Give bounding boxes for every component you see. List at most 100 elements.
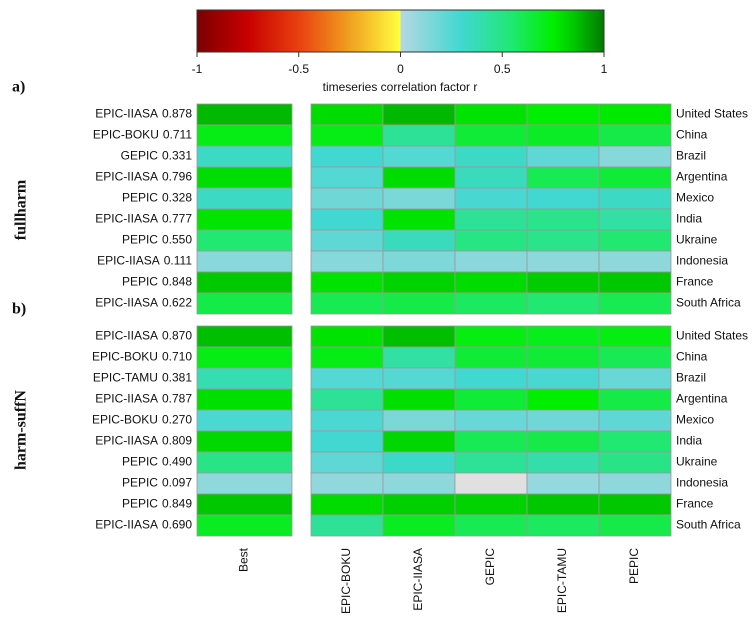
heat-cell xyxy=(526,208,600,231)
best-label: EPIC-IIASA 0.777 xyxy=(95,212,192,226)
heat-cell xyxy=(598,430,672,453)
column-label: EPIC-TAMU xyxy=(555,548,569,613)
column-label: EPIC-BOKU xyxy=(339,548,353,614)
heat-cell xyxy=(196,271,293,294)
heat-cell xyxy=(598,229,672,252)
best-value: 0.270 xyxy=(162,413,192,427)
best-label: PEPIC 0.328 xyxy=(122,191,192,205)
heat-cell xyxy=(310,145,384,168)
heat-cell xyxy=(382,187,456,210)
row-label: Indonesia xyxy=(676,476,728,490)
heat-cell xyxy=(196,187,293,210)
best-model: GEPIC xyxy=(121,149,159,163)
heat-cell xyxy=(310,451,384,474)
heat-cell xyxy=(454,124,528,147)
heat-cell xyxy=(454,430,528,453)
best-label: EPIC-IIASA 0.809 xyxy=(95,434,192,448)
heat-cell xyxy=(454,292,528,315)
heat-cell xyxy=(598,325,672,348)
heat-cell xyxy=(598,166,672,189)
heat-cell xyxy=(310,271,384,294)
best-value: 0.331 xyxy=(162,149,192,163)
column-label: Best xyxy=(237,547,251,572)
panel-tag: a) xyxy=(12,79,25,96)
colorbar-tick-label: 1 xyxy=(601,62,608,76)
heat-cell xyxy=(454,145,528,168)
heat-cell xyxy=(196,229,293,252)
column-label: EPIC-IIASA xyxy=(411,548,425,611)
best-model: PEPIC xyxy=(122,233,158,247)
best-model: PEPIC xyxy=(122,275,158,289)
row-label: United States xyxy=(676,107,748,121)
heat-cell xyxy=(382,514,456,537)
heat-cell xyxy=(598,409,672,432)
row-label: Brazil xyxy=(676,149,706,163)
best-value: 0.490 xyxy=(162,455,192,469)
heat-cell xyxy=(310,367,384,390)
heat-cell xyxy=(382,451,456,474)
heat-cell xyxy=(382,124,456,147)
best-model: EPIC-IIASA xyxy=(95,212,158,226)
heat-cell xyxy=(310,472,384,495)
heat-cell xyxy=(526,493,600,516)
best-model: PEPIC xyxy=(122,497,158,511)
heat-cell xyxy=(196,430,293,453)
best-value: 0.809 xyxy=(162,434,192,448)
heat-cell xyxy=(310,346,384,369)
heat-cell xyxy=(196,166,293,189)
heat-cell xyxy=(196,145,293,168)
heat-cell xyxy=(310,430,384,453)
heat-cell xyxy=(598,145,672,168)
best-label: EPIC-BOKU 0.270 xyxy=(92,413,192,427)
heat-cell xyxy=(598,103,672,126)
heat-cell xyxy=(526,271,600,294)
best-model: PEPIC xyxy=(122,455,158,469)
best-label: EPIC-TAMU 0.381 xyxy=(93,371,192,385)
colorbar-tick-label: 0.5 xyxy=(494,62,511,76)
heat-cell xyxy=(310,292,384,315)
heat-cell xyxy=(310,493,384,516)
row-label: Indonesia xyxy=(676,254,728,268)
heat-cell xyxy=(526,409,600,432)
heat-cell xyxy=(196,367,293,390)
colorbar xyxy=(196,9,605,53)
row-label: United States xyxy=(676,329,748,343)
best-value: 0.097 xyxy=(162,476,192,490)
heat-cell xyxy=(598,271,672,294)
best-value: 0.550 xyxy=(162,233,192,247)
heat-cell xyxy=(526,250,600,273)
heat-cell xyxy=(598,292,672,315)
heat-cell xyxy=(454,166,528,189)
best-model: EPIC-BOKU xyxy=(92,413,158,427)
best-label: PEPIC 0.490 xyxy=(122,455,192,469)
heat-cell xyxy=(598,493,672,516)
heat-cell xyxy=(310,187,384,210)
best-value: 0.381 xyxy=(162,371,192,385)
colorbar-tick-label: 0 xyxy=(397,62,404,76)
heat-cell xyxy=(526,166,600,189)
best-label: EPIC-IIASA 0.787 xyxy=(95,392,192,406)
best-value: 0.777 xyxy=(162,212,192,226)
best-model: EPIC-IIASA xyxy=(95,392,158,406)
heat-cell xyxy=(310,514,384,537)
column-label: GEPIC xyxy=(483,548,497,586)
heat-cell xyxy=(454,409,528,432)
best-value: 0.711 xyxy=(163,128,192,142)
best-model: EPIC-BOKU xyxy=(93,128,159,142)
column-label: PEPIC xyxy=(627,548,641,584)
heat-cell xyxy=(196,292,293,315)
heat-cell xyxy=(310,208,384,231)
panel-name: fullharm xyxy=(13,179,30,240)
heat-cell xyxy=(382,346,456,369)
best-value: 0.870 xyxy=(162,329,192,343)
best-value: 0.849 xyxy=(162,497,192,511)
heat-cell xyxy=(526,187,600,210)
heat-cell xyxy=(454,208,528,231)
heat-cell xyxy=(526,514,600,537)
heat-cell xyxy=(382,166,456,189)
row-label: Argentina xyxy=(676,392,728,406)
heat-cell xyxy=(196,250,293,273)
best-label: PEPIC 0.849 xyxy=(122,497,192,511)
heat-cell xyxy=(196,325,293,348)
best-label: EPIC-BOKU 0.711 xyxy=(93,128,192,142)
